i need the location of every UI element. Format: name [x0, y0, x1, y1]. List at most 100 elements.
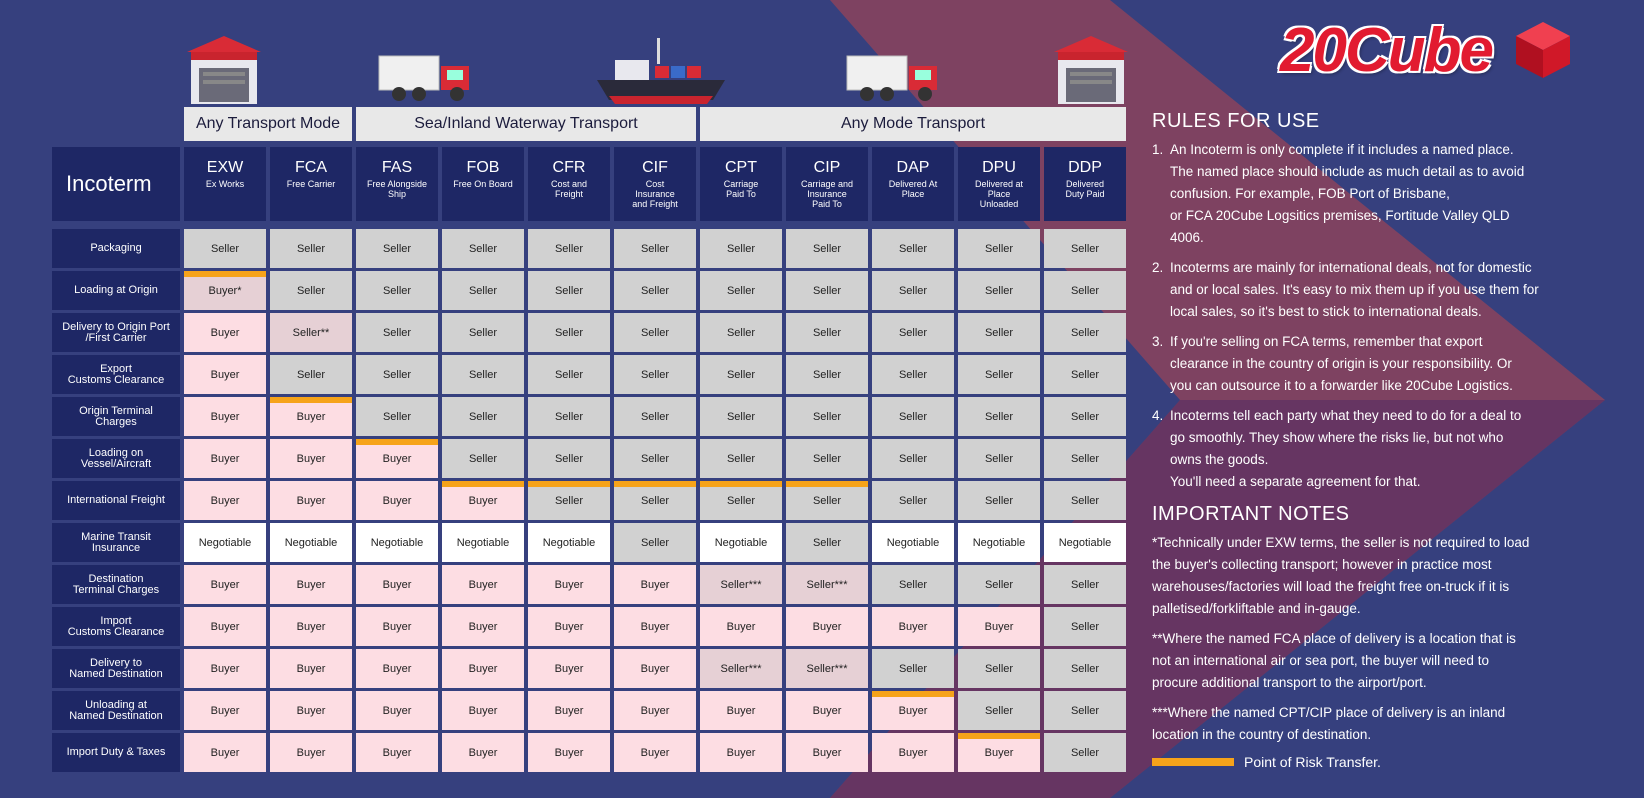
- table-cell: Buyer: [872, 691, 954, 730]
- table-cell: Seller: [958, 313, 1040, 352]
- risk-transfer-marker: [528, 481, 610, 487]
- table-cell: Seller: [700, 439, 782, 478]
- table-cell: Buyer: [356, 691, 438, 730]
- table-cell: Seller: [786, 271, 868, 310]
- row-label: Delivery to Named Destination: [52, 649, 180, 688]
- table-cell: Buyer: [270, 397, 352, 436]
- table-cell: Buyer: [614, 565, 696, 604]
- table-cell: Buyer: [356, 649, 438, 688]
- risk-transfer-marker: [700, 481, 782, 487]
- table-cell: Seller: [614, 439, 696, 478]
- cell-value: Seller: [554, 326, 584, 339]
- table-cell: Seller: [442, 229, 524, 268]
- cell-value: Seller: [812, 494, 842, 507]
- table-cell: Seller: [442, 271, 524, 310]
- column-header-fca: FCA Free Carrier: [270, 147, 352, 221]
- cell-value: Seller: [1070, 326, 1100, 339]
- cell-value: Buyer: [554, 578, 584, 591]
- column-name: Delivered at Place Unloaded: [974, 179, 1024, 209]
- table-cell: Seller: [872, 313, 954, 352]
- cell-value: Seller: [812, 368, 842, 381]
- column-name: Free Carrier: [286, 179, 336, 189]
- row-label: Import Duty & Taxes: [52, 733, 180, 772]
- cell-value: Seller: [554, 452, 584, 465]
- column-name: Carriage Paid To: [723, 179, 759, 199]
- row-label: Loading at Origin: [52, 271, 180, 310]
- cell-value: Negotiable: [972, 536, 1026, 549]
- rule-number: 3.: [1152, 334, 1164, 349]
- truck-icon: [846, 55, 937, 101]
- table-cell: Seller: [1044, 481, 1126, 520]
- table-cell: Negotiable: [700, 523, 782, 562]
- column-name: Delivered Duty Paid: [1065, 179, 1105, 199]
- cell-value: Buyer: [898, 746, 928, 759]
- rule-item: 4. Incoterms tell each party what they ne…: [1152, 405, 1600, 493]
- table-cell: Buyer: [270, 607, 352, 646]
- cell-value: Buyer: [554, 662, 584, 675]
- cell-value: Seller: [554, 284, 584, 297]
- column-name: Free On Board: [453, 179, 513, 189]
- rules-title: RULES FOR USE: [1152, 110, 1320, 132]
- column-header-cip: CIP Carriage and Insurance Paid To: [786, 147, 868, 221]
- cell-value: Buyer: [640, 704, 670, 717]
- cell-value: Seller: [1070, 284, 1100, 297]
- column-header-cfr: CFR Cost and Freight: [528, 147, 610, 221]
- cell-value: Seller: [984, 452, 1014, 465]
- table-cell: Seller: [614, 397, 696, 436]
- column-code: DAP: [896, 159, 930, 176]
- cell-value: Seller***: [720, 578, 762, 591]
- cell-value: Seller: [984, 326, 1014, 339]
- cell-value: Seller: [554, 494, 584, 507]
- table-cell: Buyer: [958, 733, 1040, 772]
- cell-value: Buyer: [382, 662, 412, 675]
- table-cell: Buyer: [356, 733, 438, 772]
- table-cell: Buyer: [184, 355, 266, 394]
- cell-value: Buyer: [468, 578, 498, 591]
- table-cell: Buyer: [442, 481, 524, 520]
- row-label: Delivery to Origin Port /First Carrier: [52, 313, 180, 352]
- column-code: FAS: [381, 159, 413, 176]
- row-label: Origin Terminal Charges: [52, 397, 180, 436]
- table-cell: Negotiable: [184, 523, 266, 562]
- table-cell: Negotiable: [872, 523, 954, 562]
- table-cell: Buyer*: [184, 271, 266, 310]
- table-cell: Seller: [1044, 733, 1126, 772]
- table-cell: Buyer: [184, 481, 266, 520]
- cell-value: Buyer: [210, 620, 240, 633]
- table-cell: Seller: [958, 397, 1040, 436]
- column-header-dpu: DPU Delivered at Place Unloaded: [958, 147, 1040, 221]
- table-cell: Seller: [958, 271, 1040, 310]
- table-cell: Seller: [528, 355, 610, 394]
- cell-value: Buyer: [468, 662, 498, 675]
- table-cell: Buyer: [184, 691, 266, 730]
- cell-value: Negotiable: [542, 536, 596, 549]
- table-cell: Negotiable: [1044, 523, 1126, 562]
- risk-transfer-marker: [442, 481, 524, 487]
- cell-value: Buyer: [468, 620, 498, 633]
- table-cell: Buyer: [614, 691, 696, 730]
- table-cell: Buyer: [872, 733, 954, 772]
- table-cell: Buyer: [614, 649, 696, 688]
- cell-value: Seller: [726, 410, 756, 423]
- table-cell: Buyer: [786, 691, 868, 730]
- table-cell: Seller: [528, 229, 610, 268]
- row-label: Packaging: [52, 229, 180, 268]
- table-cell: Buyer: [184, 733, 266, 772]
- table-cell: Buyer: [184, 313, 266, 352]
- column-header-exw: EXW Ex Works: [184, 147, 266, 221]
- cell-value: Buyer: [382, 746, 412, 759]
- cell-value: Seller: [726, 242, 756, 255]
- table-cell: Seller: [872, 397, 954, 436]
- cell-value: Buyer: [210, 368, 240, 381]
- column-header-cpt: CPT Carriage Paid To: [700, 147, 782, 221]
- table-cell: Buyer: [184, 607, 266, 646]
- cell-value: Seller: [554, 410, 584, 423]
- table-cell: Seller: [528, 313, 610, 352]
- risk-transfer-marker: [270, 397, 352, 403]
- rule-text: Incoterms tell each party what they need…: [1170, 408, 1522, 489]
- table-cell: Seller: [528, 271, 610, 310]
- cell-value: Seller: [468, 410, 498, 423]
- cell-value: Seller***: [806, 662, 848, 675]
- column-header-fob: FOB Free On Board: [442, 147, 524, 221]
- cell-value: Negotiable: [886, 536, 940, 549]
